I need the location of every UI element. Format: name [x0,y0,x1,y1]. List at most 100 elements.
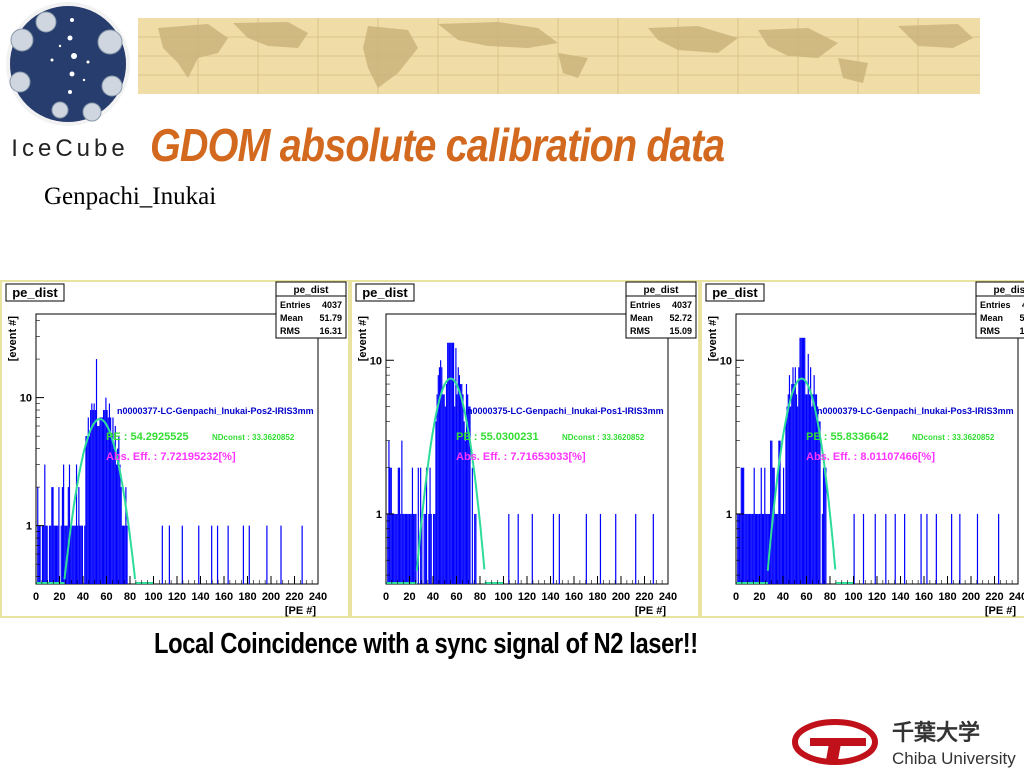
histogram-bar [211,525,213,584]
y-tick-label: 1 [726,509,732,521]
histogram-bar [817,406,819,584]
hist-title: pe_dist [712,285,758,300]
histogram-bar [424,513,426,584]
x-tick-label: 120 [518,591,536,603]
histogram-bar [822,467,825,584]
histogram-bar [552,513,555,584]
histogram-bar [454,406,456,584]
histogram-panel-pos3: 0 20 40 60 80 100 120 140 160 180 200 220 240 1 10 [PE … [700,280,1024,618]
histogram-bar [759,513,761,584]
histogram-bar [743,467,745,584]
histogram-bar [410,513,412,584]
histogram-bar [450,342,452,584]
histogram-bar [114,426,116,584]
histogram-bar [68,464,71,584]
icecube-logo: IceCube [6,2,130,162]
histogram-bar [38,525,40,584]
histogram-bar [824,467,826,584]
y-axis-label: [event #] [707,316,719,362]
histogram-bar [748,513,751,584]
histogram-bar [101,417,103,584]
histogram-bar [770,440,772,584]
histogram-bar [755,513,758,584]
stats-value: 4037 [322,300,342,310]
histogram-bar [57,525,59,584]
histogram-bar [84,525,86,584]
histogram-bar [775,513,778,584]
histogram-bar [781,513,783,584]
histogram-bar [741,467,744,584]
histogram-bar [652,513,654,584]
histogram-bar [73,525,75,584]
histogram-bar [793,384,795,584]
histogram-bar [72,525,74,584]
histogram-bar [767,513,769,584]
histogram-bar [118,436,120,584]
histogram-bar [397,467,399,584]
histogram-bar [442,394,444,584]
histogram-bar [790,406,792,584]
histogram-bar [78,487,80,584]
histogram-bar [39,525,41,584]
histogram-bar [853,513,855,584]
histogram-bar [44,464,46,584]
x-tick-label: 160 [565,591,583,603]
histogram-bar [746,513,748,584]
histogram-bar [81,525,83,584]
histogram-bar [105,397,107,584]
histogram-bar [71,525,73,584]
histogram-bar [408,513,410,584]
histogram-bar [765,513,767,584]
hist-title-box [355,283,415,302]
x-tick-label: 200 [262,591,280,603]
author-name: Genpachi_Inukai [44,183,217,210]
x-tick-label: 180 [238,591,256,603]
histogram-bar [53,525,55,584]
histogram-bar [467,394,469,584]
world-map-banner [138,18,980,94]
histogram-bar [615,513,617,584]
histogram-bar [117,448,119,584]
histogram-bar [242,525,244,584]
x-tick-label: 120 [168,591,186,603]
histogram-bars [37,359,303,584]
histogram-bar [425,467,428,584]
histogram-bar [763,513,765,584]
histogram-bar [802,337,805,584]
histogram-panel-pos2: 0 20 40 60 80 100 120 140 160 180 200 220 240 1 10 [PE … [0,280,350,618]
histogram-bar [441,367,443,584]
histogram-bar [60,525,62,584]
x-tick-label: 40 [777,591,789,603]
histogram-bar [104,410,106,584]
gaussian-fit-line [415,377,486,571]
histogram-bar [461,384,463,584]
histogram-bar [935,513,937,584]
histogram-bar [452,342,455,584]
stats-value: 52.72 [1019,313,1024,323]
histogram-bar [181,525,183,584]
hist-title-box [705,283,765,302]
x-tick-label: 240 [309,591,327,603]
histogram-bar [739,513,741,584]
ndconst-value: NDconst : 33.3620852 [212,433,295,442]
histogram-bar [444,406,446,584]
histogram-bar [445,384,448,584]
histogram-bar [64,525,66,584]
histogram-bar [403,513,405,584]
histogram-bar [508,513,510,584]
histogram-bar [99,417,101,584]
histogram-bar [394,513,396,584]
stats-title: pe_dist [643,285,679,296]
histogram-bar [58,487,60,584]
y-axis-label: [event #] [357,316,369,362]
pe-fit-result: PE : 55.0300231 [456,431,539,443]
histogram-bar [437,375,439,584]
histogram-bar [111,436,113,584]
hist-title: pe_dist [12,285,58,300]
x-tick-label: 200 [612,591,630,603]
histogram-bar [110,417,112,584]
histogram-bar [93,403,95,584]
x-tick-label: 80 [124,591,136,603]
histogram-bar [65,525,67,584]
stats-title: pe_dist [293,285,329,296]
